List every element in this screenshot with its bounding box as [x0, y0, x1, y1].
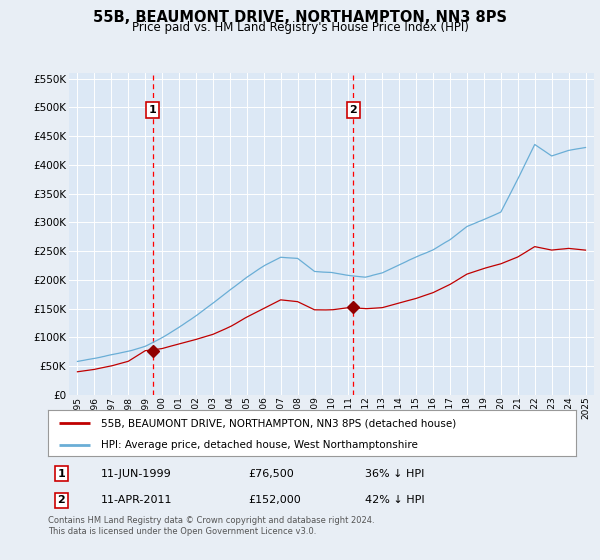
- Text: 55B, BEAUMONT DRIVE, NORTHAMPTON, NN3 8PS (detached house): 55B, BEAUMONT DRIVE, NORTHAMPTON, NN3 8P…: [101, 418, 456, 428]
- Text: 1: 1: [58, 469, 65, 479]
- Text: 36% ↓ HPI: 36% ↓ HPI: [365, 469, 424, 479]
- Text: 55B, BEAUMONT DRIVE, NORTHAMPTON, NN3 8PS: 55B, BEAUMONT DRIVE, NORTHAMPTON, NN3 8P…: [93, 10, 507, 25]
- Text: 42% ↓ HPI: 42% ↓ HPI: [365, 495, 424, 505]
- Text: HPI: Average price, detached house, West Northamptonshire: HPI: Average price, detached house, West…: [101, 440, 418, 450]
- Text: 11-JUN-1999: 11-JUN-1999: [101, 469, 172, 479]
- Text: 2: 2: [349, 105, 357, 115]
- Text: £76,500: £76,500: [248, 469, 295, 479]
- Text: 2: 2: [58, 495, 65, 505]
- Text: 11-APR-2011: 11-APR-2011: [101, 495, 172, 505]
- Text: Contains HM Land Registry data © Crown copyright and database right 2024.
This d: Contains HM Land Registry data © Crown c…: [48, 516, 374, 536]
- Text: £152,000: £152,000: [248, 495, 301, 505]
- Text: Price paid vs. HM Land Registry's House Price Index (HPI): Price paid vs. HM Land Registry's House …: [131, 21, 469, 34]
- Text: 1: 1: [149, 105, 157, 115]
